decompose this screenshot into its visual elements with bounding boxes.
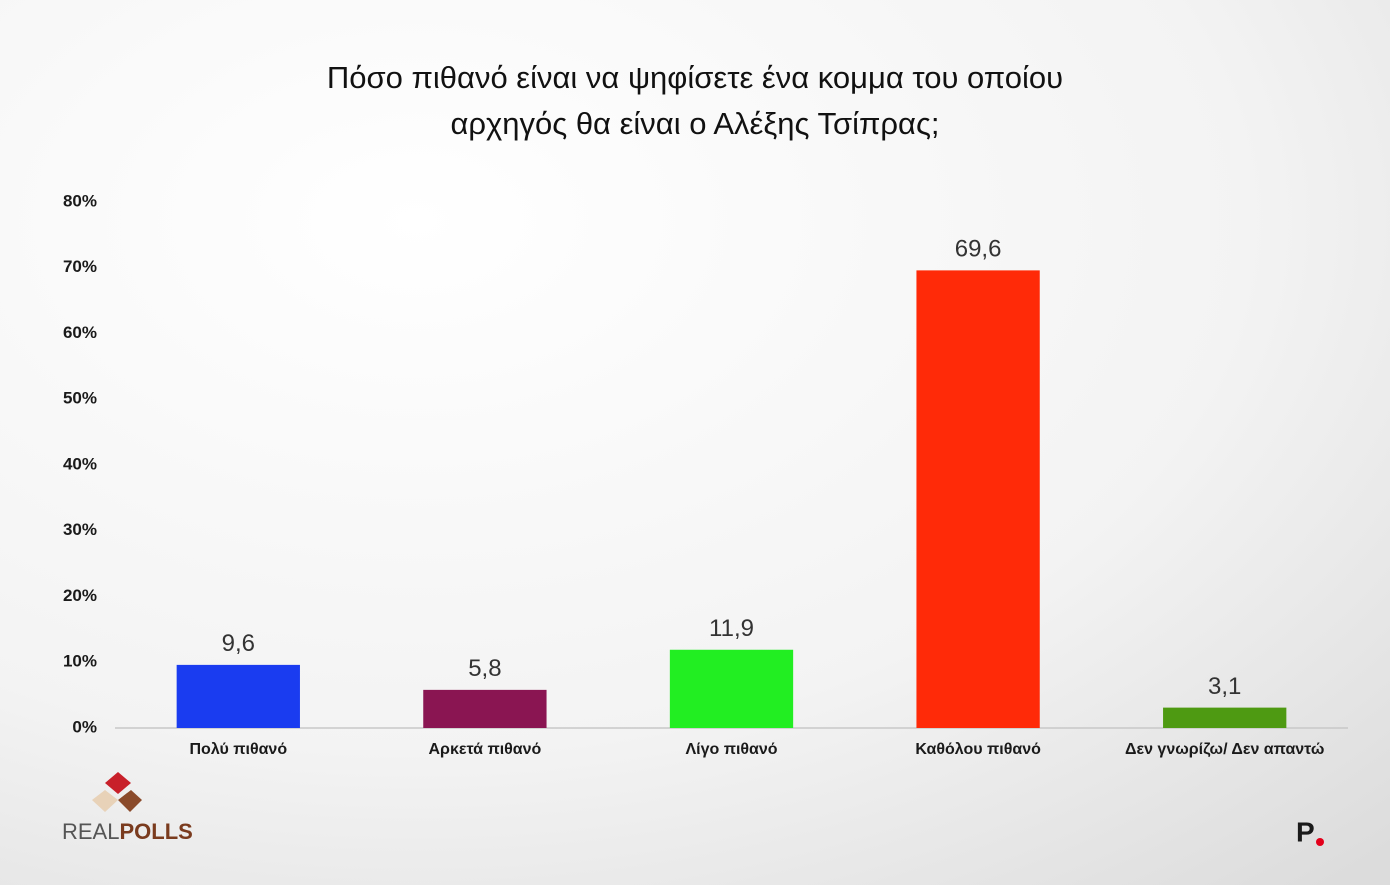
value-label: 69,6 (955, 236, 1002, 263)
value-label: 3,1 (1208, 673, 1241, 700)
value-label: 9,6 (222, 630, 255, 657)
y-tick-label: 40% (63, 454, 97, 473)
y-tick-label: 60% (63, 323, 97, 342)
x-tick-label: Καθόλου πιθανό (915, 741, 1041, 758)
logo-shape (92, 790, 118, 812)
logo-real: REAL (62, 819, 119, 844)
logo-text: REALPOLLS (62, 819, 193, 844)
y-tick-label: 0% (72, 717, 97, 736)
logo-p: P (1296, 816, 1315, 847)
value-label: 5,8 (468, 655, 501, 682)
logo-shape (105, 772, 131, 794)
bar (1163, 707, 1287, 728)
y-tick-label: 30% (63, 520, 97, 539)
bar (669, 649, 794, 728)
value-label: 11,9 (709, 615, 754, 642)
x-tick-label: Δεν γνωρίζω/ Δεν απαντώ (1125, 741, 1324, 758)
bar (423, 689, 547, 728)
y-tick-label: 70% (63, 257, 97, 276)
realpolls-logo: REALPOLLS (62, 772, 193, 844)
logo-polls: POLLS (119, 819, 192, 844)
y-tick-label: 10% (63, 652, 97, 671)
chart-title: Πόσο πιθανό είναι να ψηφίσετε ένα κομμα … (327, 60, 1063, 95)
logo-shape (118, 790, 142, 812)
x-tick-label: Λίγο πιθανό (685, 741, 777, 758)
y-tick-label: 80% (63, 191, 97, 210)
y-tick-label: 20% (63, 586, 97, 605)
chart-title: αρχηγός θα είναι ο Αλέξης Τσίπρας; (450, 106, 939, 141)
bar (916, 270, 1040, 728)
bar (176, 664, 300, 728)
x-tick-label: Πολύ πιθανό (190, 741, 288, 758)
logo-dot (1316, 838, 1324, 846)
y-tick-label: 50% (63, 389, 97, 408)
x-tick-label: Αρκετά πιθανό (429, 741, 542, 758)
